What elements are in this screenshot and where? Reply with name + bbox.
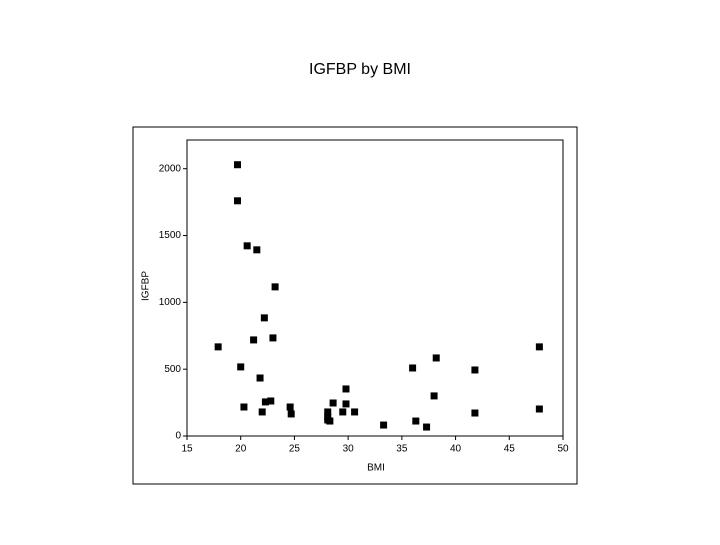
- point: [351, 408, 359, 416]
- point: [286, 403, 294, 411]
- point: [237, 363, 245, 371]
- chart-title: IGFBP by BMI: [309, 61, 411, 78]
- plot-frame: [186, 139, 564, 437]
- y-axis-label: IGFBP: [141, 271, 152, 301]
- point: [258, 408, 266, 416]
- point: [260, 314, 268, 322]
- point: [342, 385, 350, 393]
- y-tick-label: 500: [164, 364, 181, 375]
- point: [271, 283, 279, 291]
- x-tick-label: 40: [450, 444, 462, 455]
- x-tick-label: 20: [235, 444, 247, 455]
- point: [261, 398, 269, 406]
- point: [326, 417, 334, 425]
- point: [380, 421, 388, 429]
- outer-frame: [132, 126, 578, 485]
- y-tick-label: 1500: [159, 230, 182, 241]
- point: [240, 403, 248, 411]
- point: [535, 405, 543, 413]
- point: [339, 408, 347, 416]
- x-axis-label: BMI: [367, 463, 385, 474]
- point: [214, 343, 222, 351]
- point: [243, 242, 251, 250]
- x-tick-label: 25: [289, 444, 301, 455]
- x-tick-label: 35: [396, 444, 408, 455]
- y-tick-label: 2000: [159, 163, 182, 174]
- y-tick-label: 0: [175, 431, 181, 442]
- point: [253, 246, 261, 254]
- point: [233, 161, 241, 169]
- x-tick-label: 50: [557, 444, 569, 455]
- y-tick-label: 1000: [159, 297, 182, 308]
- point: [412, 417, 420, 425]
- point: [269, 334, 277, 342]
- point: [535, 343, 543, 351]
- point: [267, 397, 275, 405]
- point: [430, 392, 438, 400]
- point: [432, 354, 440, 362]
- point: [342, 400, 350, 408]
- point: [471, 409, 479, 417]
- point: [471, 366, 479, 374]
- point: [256, 374, 264, 382]
- point: [287, 410, 295, 418]
- x-tick-label: 15: [181, 444, 193, 455]
- point: [409, 364, 417, 372]
- point: [233, 197, 241, 205]
- point: [324, 408, 332, 416]
- x-tick-label: 45: [504, 444, 516, 455]
- point: [423, 423, 431, 431]
- point: [329, 399, 337, 407]
- x-tick-label: 30: [343, 444, 355, 455]
- point: [250, 336, 258, 344]
